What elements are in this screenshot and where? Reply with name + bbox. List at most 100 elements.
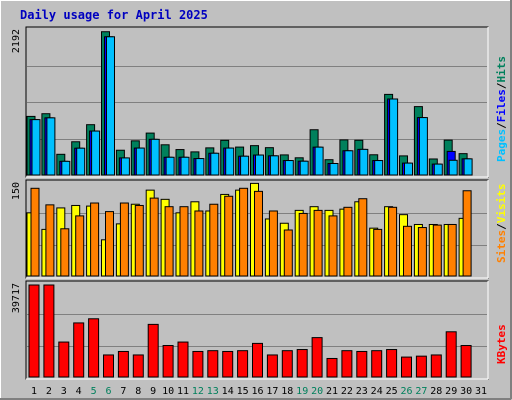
x-label-day: 25 [386,386,398,397]
legend-item-kbytes: KBytes [495,324,508,364]
y-max-label: 2192 [11,29,22,53]
x-label-day: 12 [192,386,204,397]
bar-pages [389,98,399,176]
legend-item-sites: Sites [495,230,508,263]
x-label-day: 31 [475,386,487,397]
bar-pages [240,155,250,176]
bar-sites [179,206,189,277]
bar-sites [254,190,263,277]
bar-sites [134,204,144,277]
bar-pages [359,148,369,176]
bar-sites [119,202,129,277]
x-label-day: 29 [445,386,457,397]
bar-pages [61,160,71,176]
bar-kbytes [117,350,129,378]
bar-pages [284,160,294,176]
x-label-day: 19 [296,386,308,397]
x-label-day: 6 [105,386,111,397]
x-label-day: 2 [46,386,52,397]
bar-kbytes [222,350,234,378]
bars-kbytes [28,284,472,378]
bar-pages [344,150,354,176]
bar-kbytes [460,345,472,378]
x-label-day: 24 [371,386,383,397]
bar-kbytes [356,350,368,378]
bar-kbytes [430,354,442,378]
x-label-day: 30 [460,386,472,397]
x-label-day: 22 [341,386,353,397]
bar-sites [30,187,40,277]
bar-kbytes [177,341,189,378]
bar-kbytes [311,337,323,378]
bar-kbytes [281,350,293,378]
bar-pages [269,155,279,176]
panel-hits-files-pages: 2192 Pages/Files/Hits [11,26,508,178]
x-label-day: 5 [91,386,97,397]
x-label-day: 11 [177,386,189,397]
bar-kbytes [207,350,219,378]
y-max-label: 39717 [11,283,22,313]
bar-pages [255,154,264,176]
bar-sites [343,206,353,277]
bars-hits-files-pages [26,31,473,176]
x-label-day: 3 [61,386,67,397]
bar-kbytes [326,357,338,378]
bar-kbytes [386,349,398,378]
bar-sites [194,210,204,277]
bar-sites [149,197,159,277]
bar-sites [90,202,100,277]
bar-kbytes [192,350,204,378]
bar-sites [239,187,249,277]
x-label-day: 16 [251,386,263,397]
y-max-label: 150 [11,182,22,200]
bar-pages [180,156,190,176]
bar-sites [432,224,442,277]
bar-kbytes [266,354,278,378]
bar-kbytes [237,350,249,378]
bar-kbytes [162,345,174,378]
bar-pages [76,147,86,176]
bar-sites [75,215,85,277]
bar-kbytes [88,318,100,378]
legend-hits-files-pages: Pages/Files/Hits [495,56,508,162]
bar-sites [462,190,472,277]
bar-sites [417,227,427,277]
legend-visits-sites: Sites/Visits [495,184,508,264]
bar-sites [283,229,293,277]
bar-pages [135,147,145,176]
x-label-day: 20 [311,386,323,397]
bar-pages [314,146,324,176]
bar-pages [210,152,220,176]
bar-pages [106,36,115,176]
bar-sites [328,215,338,277]
bar-kbytes [28,284,40,378]
chart-title: Daily usage for April 2025 [20,8,208,22]
bars-visits-sites [26,182,472,277]
bar-kbytes [58,341,70,378]
panel-kbytes: 39717 KBytes [11,280,508,380]
x-label-day: 10 [162,386,174,397]
bar-pages [31,119,41,176]
legend-item-files: Files [495,89,508,122]
bar-kbytes [147,323,159,378]
bar-pages [448,159,458,176]
bar-sites [373,228,383,277]
bar-sites [298,212,308,277]
bar-sites [313,209,323,277]
bar-sites [447,223,457,277]
bar-pages [418,117,428,176]
bar-pages [225,147,235,176]
x-label-day: 8 [135,386,141,397]
bar-pages [404,162,413,176]
bar-pages [299,160,309,176]
x-label-day: 14 [222,386,234,397]
bar-sites [45,204,55,277]
bar-kbytes [415,355,427,378]
bar-kbytes [371,350,383,378]
x-label-day: 15 [237,386,249,397]
bar-sites [388,206,398,277]
bar-sites [60,228,70,277]
legend-item-pages: Pages [495,129,508,162]
x-label-day: 1 [31,386,37,397]
